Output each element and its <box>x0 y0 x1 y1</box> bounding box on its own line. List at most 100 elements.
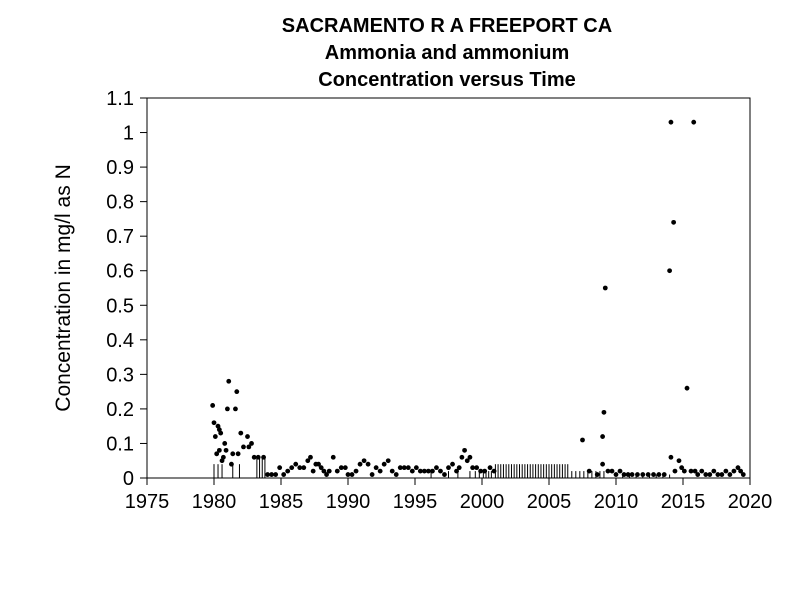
data-point <box>600 434 605 439</box>
x-tick-label: 2015 <box>661 491 706 513</box>
data-point <box>255 454 261 460</box>
x-tick-label: 2000 <box>460 491 505 513</box>
data-point <box>487 465 493 471</box>
data-point <box>409 468 415 474</box>
data-point <box>727 472 733 477</box>
data-point <box>681 468 687 474</box>
data-point <box>684 385 690 391</box>
data-point <box>738 468 744 474</box>
x-tick-label: 1975 <box>125 491 170 513</box>
data-point <box>385 458 391 464</box>
data-point <box>645 472 651 477</box>
y-tick-label: 0.7 <box>106 226 134 248</box>
data-point <box>676 458 682 464</box>
x-tick-label: 2005 <box>527 491 572 513</box>
data-point <box>310 468 316 474</box>
data-point <box>226 378 232 384</box>
data-point <box>668 454 674 460</box>
data-point <box>421 468 427 474</box>
data-point <box>478 468 484 474</box>
data-point <box>324 472 329 477</box>
data-point <box>223 447 229 453</box>
y-tick-label: 0.6 <box>106 261 134 283</box>
y-tick-label: 0.5 <box>106 295 134 317</box>
x-tick-label: 1995 <box>393 491 438 513</box>
data-point <box>233 406 238 412</box>
y-axis-label: Concentration in mg/l as N <box>52 164 75 411</box>
data-point <box>430 468 435 474</box>
data-point <box>699 468 705 474</box>
data-point <box>281 472 287 477</box>
data-point <box>625 472 631 477</box>
x-tick-label: 2010 <box>594 491 639 513</box>
data-point <box>601 409 607 415</box>
data-point <box>330 454 336 460</box>
data-point <box>361 458 367 464</box>
data-point <box>345 472 351 477</box>
x-tick-label: 1985 <box>259 491 304 513</box>
data-point <box>617 468 623 474</box>
data-point <box>269 472 275 477</box>
data-point <box>613 472 619 477</box>
data-point <box>405 465 411 471</box>
data-point <box>225 406 230 412</box>
data-point <box>229 461 234 467</box>
data-point <box>321 468 327 474</box>
data-point <box>305 458 311 464</box>
y-tick-label: 0.3 <box>106 364 134 386</box>
data-point <box>438 468 443 474</box>
data-point <box>635 472 640 477</box>
data-point <box>667 268 672 274</box>
data-point <box>719 472 725 477</box>
data-point <box>668 119 674 125</box>
data-point <box>393 472 399 477</box>
y-tick-label: 1.1 <box>106 88 134 110</box>
data-point <box>249 441 254 446</box>
data-point <box>442 472 447 477</box>
x-tick-label: 1980 <box>192 491 237 513</box>
x-tick-label: 1990 <box>326 491 371 513</box>
data-point <box>316 461 321 467</box>
data-point <box>459 454 465 460</box>
x-axis: 1975 1980 1985 1990 1995 2000 2005 2010 2015 2020 <box>125 478 772 513</box>
y-axis: 0 0.1 0.2 0.3 0.4 0.5 0.6 0.7 0.8 0.9 1 1.1 <box>106 88 147 490</box>
y-tick-label: 0.2 <box>106 399 134 421</box>
data-point <box>450 461 455 467</box>
data-point <box>210 403 216 408</box>
data-point <box>301 465 307 471</box>
title-line-3: Concentration versus Time <box>318 69 575 91</box>
y-tick-label: 0.1 <box>106 433 134 455</box>
data-point <box>293 461 299 467</box>
data-point <box>397 465 403 471</box>
plot-area-frame <box>146 97 751 479</box>
data-point <box>482 468 488 474</box>
data-point <box>621 472 627 477</box>
data-point <box>691 119 697 125</box>
y-tick-label: 0.4 <box>106 330 134 352</box>
data-point <box>369 472 375 477</box>
data-point <box>241 444 246 450</box>
title-line-1: SACRAMENTO R A FREEPORT CA <box>282 15 612 37</box>
y-tick-label: 0 <box>123 468 134 490</box>
data-point <box>456 465 462 471</box>
data-point <box>434 465 439 471</box>
data-point <box>349 472 355 477</box>
data-point <box>692 468 698 474</box>
data-point <box>462 447 467 453</box>
data-point <box>672 468 678 474</box>
data-point <box>308 454 313 460</box>
title-line-2: Ammonia and ammonium <box>325 42 569 64</box>
data-point <box>214 451 220 457</box>
data-point <box>389 468 395 474</box>
data-point <box>373 465 379 471</box>
data-point <box>318 465 324 471</box>
data-point <box>365 461 371 467</box>
data-point <box>216 447 222 453</box>
data-point <box>353 468 359 474</box>
data-point <box>413 465 419 471</box>
y-tick-label: 0.8 <box>106 192 134 214</box>
data-point <box>401 465 407 471</box>
data-point <box>703 472 709 477</box>
y-tick-label: 0.9 <box>106 157 134 179</box>
